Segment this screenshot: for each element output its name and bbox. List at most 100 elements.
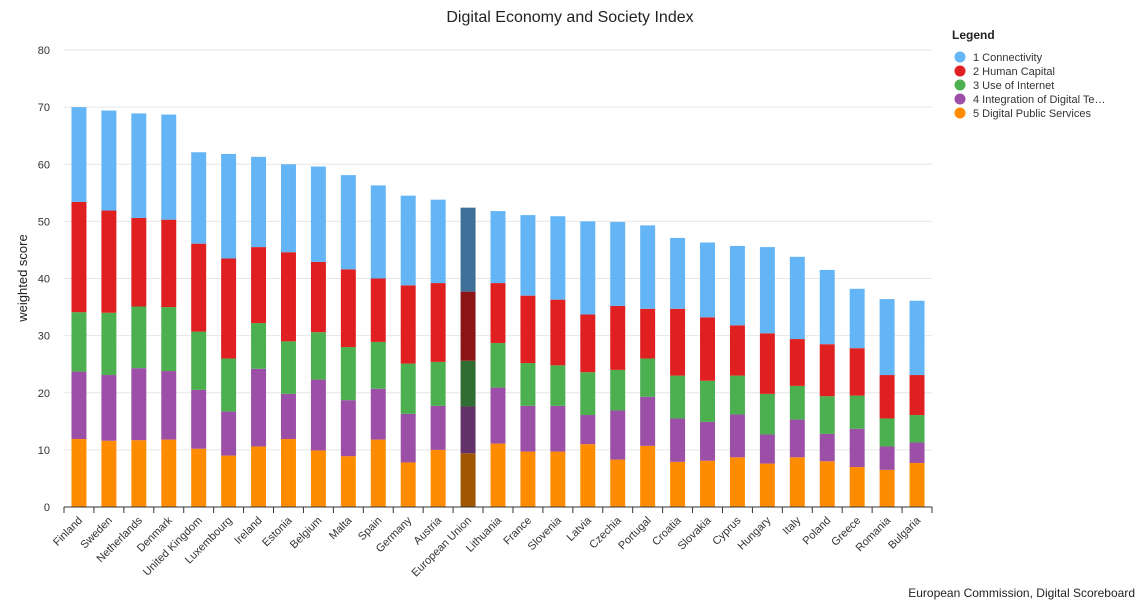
bar-segment bbox=[460, 406, 476, 454]
bar-segment bbox=[101, 375, 117, 441]
bar-segment bbox=[640, 396, 656, 446]
bar-segment bbox=[340, 400, 356, 457]
bar-segment bbox=[789, 457, 805, 507]
bar-stack bbox=[909, 300, 925, 507]
bar-segment bbox=[221, 411, 237, 456]
bar-segment bbox=[550, 405, 566, 452]
bar-stack bbox=[221, 153, 237, 507]
bar-segment bbox=[670, 237, 686, 309]
bar-stack bbox=[520, 215, 536, 507]
legend-swatch bbox=[954, 93, 966, 105]
x-tick-label: Slovakia bbox=[676, 514, 715, 553]
bar-segment bbox=[490, 443, 506, 507]
bar-segment bbox=[700, 421, 715, 461]
bar-segment bbox=[789, 419, 805, 458]
bar-segment bbox=[191, 152, 207, 244]
bar-stack bbox=[310, 166, 326, 507]
x-tick-label: Malta bbox=[327, 514, 355, 542]
bar-segment bbox=[281, 252, 296, 342]
bar-segment bbox=[101, 440, 117, 507]
bar-segment bbox=[580, 444, 596, 507]
bar-segment bbox=[610, 369, 626, 411]
bar-segment bbox=[849, 288, 865, 349]
bar-segment bbox=[909, 415, 925, 443]
bar-segment bbox=[251, 368, 267, 447]
bar-segment bbox=[490, 283, 506, 344]
bar-segment bbox=[101, 210, 117, 313]
bar-segment bbox=[370, 388, 386, 440]
bar-segment bbox=[700, 460, 715, 507]
bar-segment bbox=[71, 312, 87, 372]
bar-segment bbox=[759, 247, 775, 334]
y-tick-label: 40 bbox=[38, 274, 50, 286]
bar-segment bbox=[161, 114, 177, 220]
bar-stack bbox=[490, 211, 506, 507]
bar-segment bbox=[131, 368, 147, 441]
x-tick-label: Portugal bbox=[616, 515, 653, 552]
bar-segment bbox=[221, 258, 237, 359]
bar-segment bbox=[310, 379, 326, 451]
bar-segment bbox=[71, 201, 87, 313]
bar-segment bbox=[221, 153, 237, 259]
bar-segment bbox=[580, 415, 596, 445]
bar-segment bbox=[759, 393, 775, 435]
legend-item-label: 5 Digital Public Services bbox=[973, 108, 1091, 120]
bar-segment bbox=[310, 166, 326, 262]
bar-segment bbox=[789, 256, 805, 340]
bar-segment bbox=[101, 312, 117, 376]
bar-segment bbox=[430, 449, 446, 507]
y-tick-label: 30 bbox=[38, 331, 50, 343]
bar-segment bbox=[729, 245, 745, 326]
bar-segment bbox=[400, 195, 416, 286]
bar-segment bbox=[161, 219, 177, 308]
legend-swatch bbox=[954, 51, 966, 63]
y-axis-title: weighted score bbox=[15, 234, 30, 322]
bar-segment bbox=[819, 461, 835, 507]
bar-segment bbox=[131, 440, 147, 507]
x-tick-label: Slovenia bbox=[526, 514, 565, 553]
bar-segment bbox=[729, 325, 745, 376]
bar-segment bbox=[759, 463, 775, 507]
legend-item-label: 4 Integration of Digital Te… bbox=[973, 94, 1105, 106]
bar-segment bbox=[909, 463, 925, 507]
bar-stack bbox=[550, 216, 566, 507]
bar-stack bbox=[640, 225, 656, 507]
bar-segment bbox=[580, 221, 596, 315]
bar-segment bbox=[909, 375, 925, 416]
bar-segment bbox=[849, 348, 865, 396]
bar-stack bbox=[281, 164, 296, 507]
bar-segment bbox=[789, 339, 805, 386]
bar-segment bbox=[370, 278, 386, 342]
bar-segment bbox=[161, 307, 177, 372]
bar-stack bbox=[460, 207, 476, 507]
bar-segment bbox=[670, 375, 686, 419]
bar-segment bbox=[879, 446, 895, 470]
legend-title: Legend bbox=[952, 28, 995, 42]
bar-segment bbox=[281, 393, 296, 440]
bar-segment bbox=[310, 332, 326, 380]
bar-segment bbox=[310, 261, 326, 333]
bar-segment bbox=[131, 113, 147, 218]
bar-segment bbox=[819, 344, 835, 397]
bar-segment bbox=[700, 317, 715, 381]
bar-segment bbox=[789, 385, 805, 420]
bar-segment bbox=[550, 216, 566, 300]
bar-stack bbox=[161, 114, 177, 507]
bar-segment bbox=[729, 457, 745, 507]
x-tick-label: Bulgaria bbox=[886, 514, 924, 552]
bar-segment bbox=[610, 459, 626, 507]
bar-segment bbox=[729, 414, 745, 458]
bar-stack bbox=[101, 110, 117, 507]
bars bbox=[71, 107, 925, 507]
y-axis-ticks: 0 10 20 30 40 50 60 70 80 bbox=[38, 45, 50, 514]
bar-segment bbox=[700, 242, 715, 318]
bar-stack bbox=[849, 288, 865, 507]
x-tick-label: Poland bbox=[801, 515, 834, 548]
bar-segment bbox=[640, 308, 656, 359]
bar-segment bbox=[191, 331, 207, 390]
bar-segment bbox=[640, 225, 656, 309]
legend-item-label: 2 Human Capital bbox=[973, 66, 1055, 78]
legend-item-label: 3 Use of Internet bbox=[973, 80, 1054, 92]
bar-segment bbox=[430, 199, 446, 284]
bar-segment bbox=[400, 413, 416, 463]
